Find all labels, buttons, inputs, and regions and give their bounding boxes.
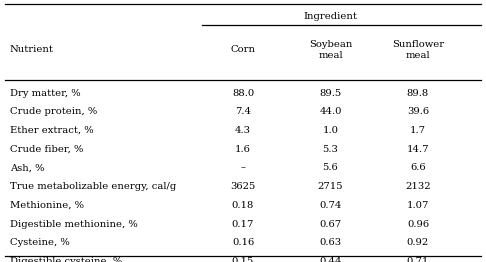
Text: 0.17: 0.17: [232, 220, 254, 229]
Text: 5.3: 5.3: [323, 145, 338, 154]
Text: 0.18: 0.18: [232, 201, 254, 210]
Text: 1.07: 1.07: [407, 201, 429, 210]
Text: 0.63: 0.63: [319, 238, 342, 247]
Text: Nutrient: Nutrient: [10, 45, 53, 54]
Text: 6.6: 6.6: [410, 163, 426, 172]
Text: 1.7: 1.7: [410, 126, 426, 135]
Text: True metabolizable energy, cal/g: True metabolizable energy, cal/g: [10, 182, 176, 191]
Text: Sunflower
meal: Sunflower meal: [392, 40, 444, 60]
Text: 1.6: 1.6: [235, 145, 251, 154]
Text: 88.0: 88.0: [232, 89, 254, 97]
Text: 89.5: 89.5: [319, 89, 342, 97]
Text: 0.15: 0.15: [232, 257, 254, 262]
Text: Digestible cysteine, %: Digestible cysteine, %: [10, 257, 122, 262]
Text: Ether extract, %: Ether extract, %: [10, 126, 93, 135]
Text: Crude protein, %: Crude protein, %: [10, 107, 97, 116]
Text: 0.92: 0.92: [407, 238, 429, 247]
Text: Corn: Corn: [230, 45, 256, 54]
Text: 0.67: 0.67: [319, 220, 342, 229]
Text: 7.4: 7.4: [235, 107, 251, 116]
Text: 2132: 2132: [405, 182, 431, 191]
Text: Ingredient: Ingredient: [304, 12, 357, 21]
Text: Ash, %: Ash, %: [10, 163, 44, 172]
Text: 0.74: 0.74: [319, 201, 342, 210]
Text: –: –: [241, 163, 245, 172]
Text: 39.6: 39.6: [407, 107, 429, 116]
Text: 0.96: 0.96: [407, 220, 429, 229]
Text: 2715: 2715: [318, 182, 343, 191]
Text: 44.0: 44.0: [319, 107, 342, 116]
Text: 0.71: 0.71: [407, 257, 429, 262]
Text: Cysteine, %: Cysteine, %: [10, 238, 69, 247]
Text: 3625: 3625: [230, 182, 256, 191]
Text: Crude fiber, %: Crude fiber, %: [10, 145, 83, 154]
Text: 1.0: 1.0: [323, 126, 338, 135]
Text: 0.16: 0.16: [232, 238, 254, 247]
Text: 4.3: 4.3: [235, 126, 251, 135]
Text: 89.8: 89.8: [407, 89, 429, 97]
Text: 5.6: 5.6: [323, 163, 338, 172]
Text: Digestible methionine, %: Digestible methionine, %: [10, 220, 138, 229]
Text: Methionine, %: Methionine, %: [10, 201, 84, 210]
Text: 0.44: 0.44: [319, 257, 342, 262]
Text: Dry matter, %: Dry matter, %: [10, 89, 80, 97]
Text: 14.7: 14.7: [407, 145, 429, 154]
Text: Soybean
meal: Soybean meal: [309, 40, 352, 60]
